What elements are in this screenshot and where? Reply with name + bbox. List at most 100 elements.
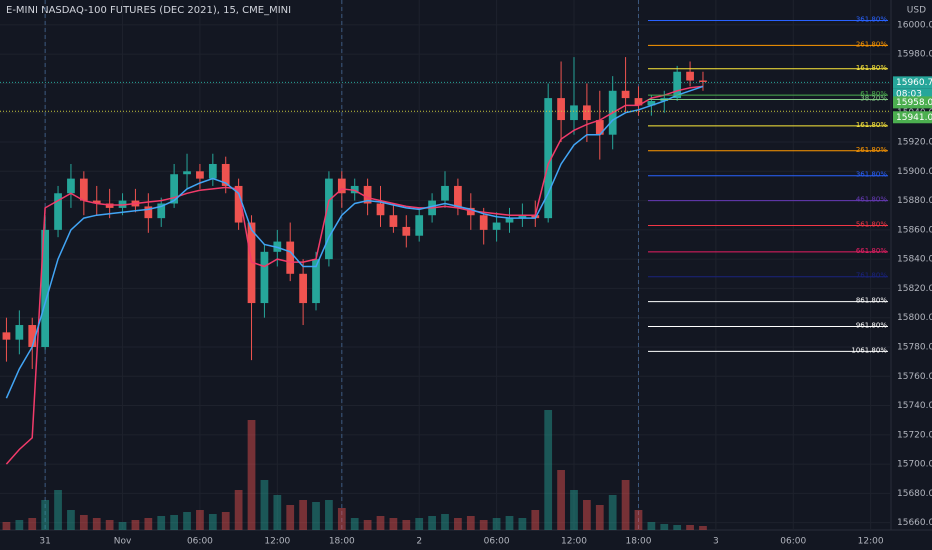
x-tick-label: 12:00 [561, 537, 587, 547]
volume-bar [686, 525, 694, 530]
moving-average [5, 85, 704, 465]
y-tick-label: 15660.00 [897, 518, 932, 528]
candle-body [634, 98, 643, 106]
x-tick-label: 06:00 [780, 537, 806, 547]
volume-bar [41, 500, 50, 530]
candle-body [544, 98, 553, 219]
fib-label: 1061.80% [851, 346, 887, 354]
candle-body [208, 163, 217, 179]
volume-bar [570, 490, 578, 530]
candle-body [41, 229, 50, 347]
y-tick-label: 15880.00 [897, 196, 932, 206]
countdown: 08:03 [896, 89, 922, 99]
volume-bar [54, 490, 62, 530]
y-tick-label: 15760.00 [897, 372, 932, 382]
volume-bar [454, 518, 462, 530]
candle-body [402, 226, 411, 236]
volume-bar [144, 518, 153, 530]
x-tick-label: 3 [713, 537, 719, 547]
volume-bar [325, 500, 333, 530]
volume-bar [208, 514, 217, 530]
volume-bar [402, 520, 411, 530]
candle-body [686, 71, 694, 81]
candle-body [157, 203, 166, 219]
volume-bar [299, 500, 307, 530]
volume-bar [131, 520, 140, 530]
candle-body [221, 163, 230, 186]
candle-body [557, 98, 565, 121]
candle-body [492, 222, 501, 230]
countdown-bg [893, 88, 932, 100]
candle-body [234, 185, 243, 223]
volume-bar [28, 518, 37, 530]
candle-body [170, 174, 178, 204]
volume-bar [557, 470, 565, 530]
fib-label: 61.80% [860, 90, 887, 98]
volume-bar [105, 520, 114, 530]
volume-bar [260, 480, 269, 530]
candle-body [518, 215, 527, 219]
volume-bar [286, 505, 295, 530]
volume-bar [518, 518, 527, 530]
volume-bar [92, 518, 101, 530]
price-tag [893, 111, 932, 124]
y-tick-label: 15700.00 [897, 460, 932, 470]
candle-body [54, 193, 62, 230]
candle-body [673, 71, 682, 99]
volume-bar [428, 516, 436, 530]
x-tick-label: 06:00 [484, 537, 510, 547]
x-tick-label: 06:00 [187, 537, 213, 547]
candle-body [286, 241, 295, 274]
y-tick-label: 16000.00 [897, 20, 932, 30]
candle-body [570, 105, 578, 121]
candle-body [389, 215, 398, 227]
volume-bar [389, 518, 398, 530]
candle-body [466, 207, 475, 216]
candle-body [337, 178, 346, 194]
y-tick-label: 15860.00 [897, 225, 932, 235]
x-tick-label: 2 [416, 537, 422, 547]
volume-bar [118, 522, 127, 530]
candle-body [28, 325, 37, 347]
volume-bar [621, 480, 630, 530]
currency: USD [907, 6, 926, 16]
volume-bar [441, 514, 449, 530]
volume-bar [170, 515, 178, 530]
fib-label: 961.80% [856, 321, 887, 329]
candle-body [415, 215, 424, 236]
candle-body [441, 185, 449, 201]
candle-body [595, 120, 604, 135]
fib-label: 161.80% [856, 121, 887, 129]
volume-bar [660, 524, 669, 530]
y-tick-label: 15780.00 [897, 342, 932, 352]
price-tag-label: 15941.00 [896, 113, 932, 123]
y-tick-label: 15800.00 [897, 313, 932, 323]
candle-body [505, 218, 514, 223]
volume-bar [273, 495, 282, 530]
volume-bar [376, 516, 385, 530]
volume-bar [350, 518, 359, 530]
fib-label: 861.80% [856, 297, 887, 305]
volume-bar [505, 516, 514, 530]
volume-bar [312, 502, 320, 530]
candle-body [183, 171, 191, 175]
moving-average [5, 85, 704, 399]
volume-bar [157, 516, 166, 530]
y-tick-label: 15680.00 [897, 489, 932, 499]
volume-bar [466, 516, 475, 530]
volume-bar [415, 518, 424, 530]
volume-bar [595, 505, 604, 530]
candle-body [363, 185, 372, 204]
volume-bar [492, 518, 501, 530]
fib-label: 261.80% [856, 40, 887, 48]
candle-body [454, 185, 462, 208]
chart-title: E-MINI NASDAQ-100 FUTURES (DEC 2021), 15… [6, 5, 291, 16]
candle-body [312, 259, 320, 304]
x-tick-label: 31 [39, 537, 50, 547]
volume-bar [544, 410, 553, 530]
volume-bar [647, 522, 656, 530]
fib-label: 761.80% [856, 272, 887, 280]
volume-bar [583, 500, 591, 530]
